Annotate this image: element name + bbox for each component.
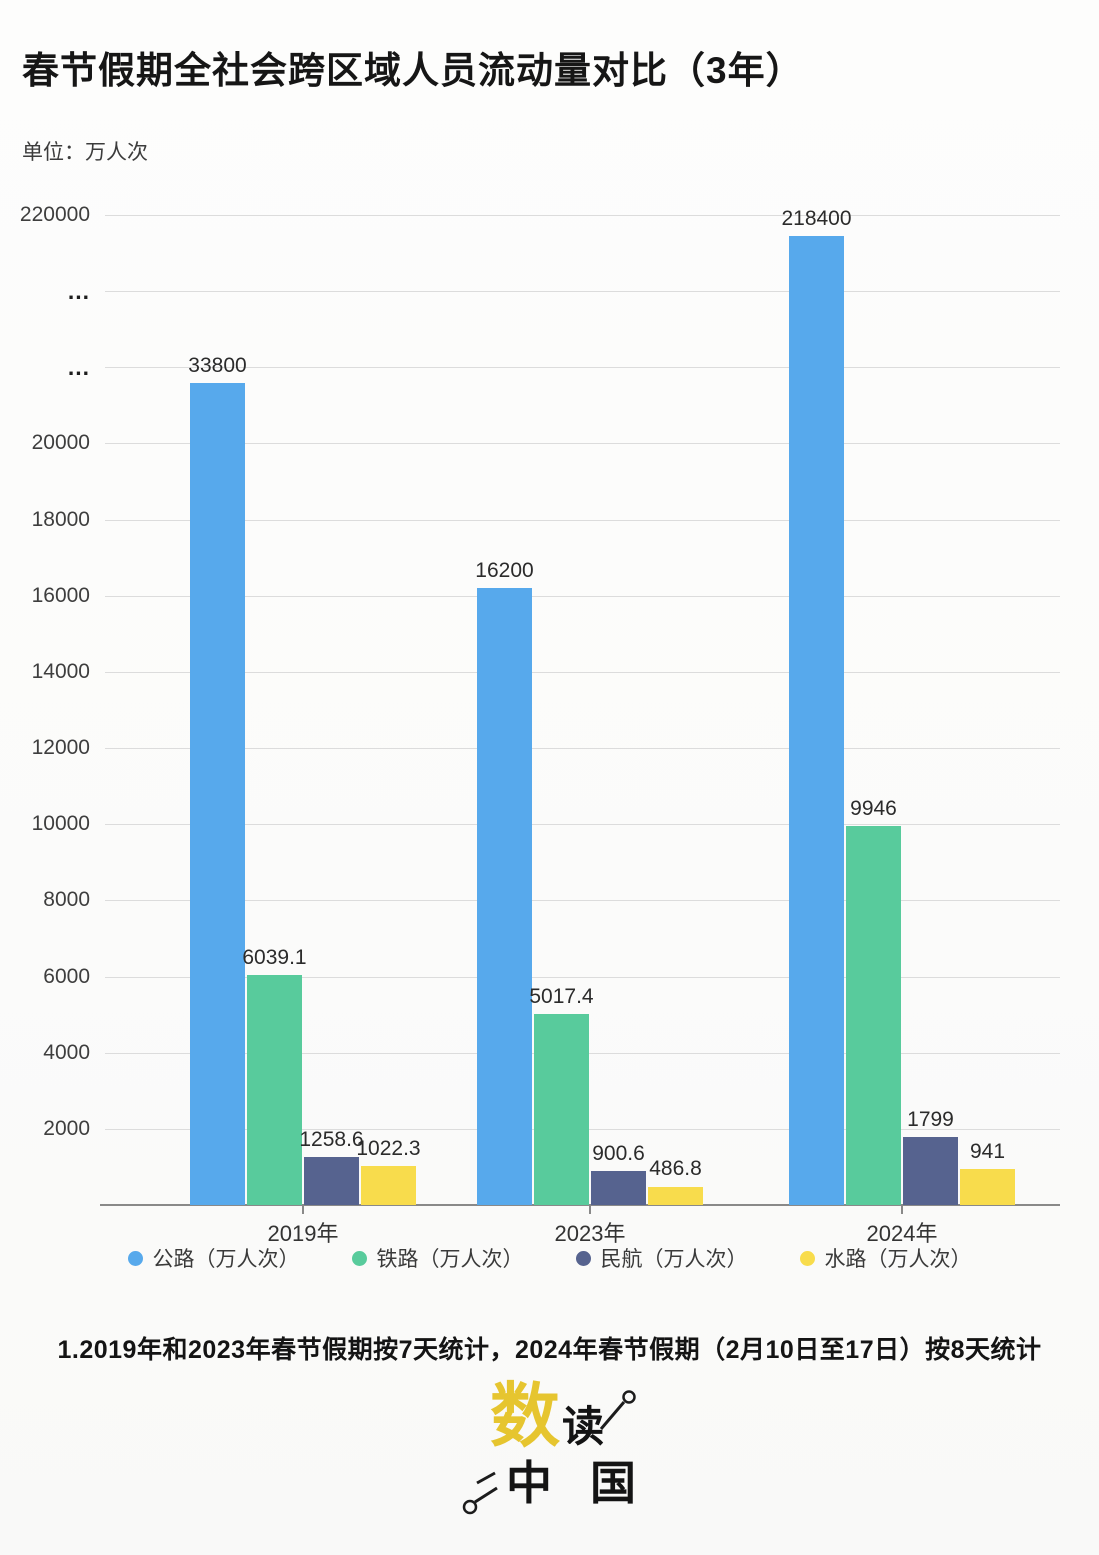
legend-item-waterway: 水路（万人次）: [799, 1243, 972, 1273]
bar-value-label: 1799: [907, 1107, 954, 1131]
legend-item-aviation: 民航（万人次）: [575, 1243, 748, 1273]
bar-value-label: 218400: [781, 207, 852, 231]
y-axis-label: 2000: [43, 1116, 90, 1140]
gridline: [105, 900, 1060, 902]
logo-char-shu: 数: [490, 1374, 560, 1457]
bar-value-label: 486.8: [649, 1157, 702, 1181]
bar-highway-2024年: [789, 236, 844, 1205]
legend-dot-icon: [351, 1250, 367, 1266]
bar-highway-2019年: [190, 382, 245, 1205]
logo-char-zhongguo: 中国: [506, 1456, 674, 1510]
bar-value-label: 6039.1: [242, 946, 307, 970]
legend-label: 铁路（万人次）: [376, 1248, 524, 1271]
bar-value-label: 16200: [475, 559, 534, 583]
y-axis-label: 20000: [31, 431, 90, 455]
bar-value-label: 33800: [188, 353, 247, 377]
gridline: [105, 824, 1060, 826]
bar-aviation-2024年: [903, 1136, 958, 1205]
bar-waterway-2024年: [960, 1169, 1015, 1205]
page-title: 春节假期全社会跨区域人员流动量对比（3年）: [22, 50, 804, 91]
legend-item-railway: 铁路（万人次）: [351, 1243, 524, 1273]
bar-aviation-2023年: [591, 1170, 646, 1205]
bar-value-label: 900.6: [592, 1141, 645, 1165]
x-axis-tick: [589, 1205, 591, 1214]
gridline: [105, 595, 1060, 597]
legend: 公路（万人次） 铁路（万人次） 民航（万人次） 水路（万人次）: [0, 1243, 1099, 1273]
y-axis-label: 6000: [43, 964, 90, 988]
bar-aviation-2019年: [304, 1157, 359, 1205]
gridline: [105, 443, 1060, 445]
y-axis-label: ...: [67, 354, 90, 381]
legend-label: 公路（万人次）: [152, 1248, 300, 1271]
x-axis-baseline: [100, 1204, 1060, 1206]
gridline: [105, 291, 1060, 293]
bar-highway-2023年: [477, 588, 532, 1205]
y-axis-label: ...: [67, 278, 90, 305]
gridline: [105, 671, 1060, 673]
bar-railway-2019年: [247, 975, 302, 1205]
y-axis-label: 14000: [31, 659, 90, 683]
x-axis-label-2024年: 2024年: [866, 1221, 938, 1246]
bar-value-label: 1022.3: [356, 1137, 421, 1161]
gridline: [105, 976, 1060, 978]
bar-value-label: 1258.6: [299, 1128, 364, 1152]
legend-dot-icon: [799, 1250, 815, 1266]
y-axis-label: 4000: [43, 1040, 90, 1064]
gridline: [105, 367, 1060, 369]
legend-item-highway: 公路（万人次）: [127, 1243, 300, 1273]
y-axis-label: 12000: [31, 736, 90, 760]
legend-label: 水路（万人次）: [824, 1248, 972, 1271]
y-axis-label: 8000: [43, 888, 90, 912]
bar-waterway-2023年: [648, 1186, 703, 1205]
y-axis-label: 220000: [19, 203, 90, 226]
gridline: [105, 215, 1060, 216]
footnote: 1.2019年和2023年春节假期按7天统计，2024年春节假期（2月10日至1…: [57, 1336, 1042, 1364]
shudu-zhongguo-logo: 数 读 中国: [440, 1381, 660, 1545]
legend-dot-icon: [127, 1250, 143, 1266]
gridline: [105, 748, 1060, 750]
bar-value-label: 941: [969, 1140, 1006, 1164]
x-axis-label-2019年: 2019年: [267, 1221, 339, 1246]
bar-value-label: 9946: [850, 797, 897, 821]
x-axis-tick: [302, 1205, 304, 1214]
x-axis-tick: [901, 1205, 903, 1214]
logo-char-du: 读: [562, 1402, 605, 1451]
y-axis-label: 10000: [31, 812, 90, 836]
legend-label: 民航（万人次）: [600, 1248, 748, 1271]
bar-railway-2023年: [534, 1014, 589, 1205]
y-axis-label: 18000: [31, 507, 90, 531]
bar-waterway-2019年: [361, 1166, 416, 1205]
unit-label: 单位：万人次: [22, 141, 148, 164]
plot-area: 220000...... 20000 18000 16000 14000 12000 100…: [20, 203, 1060, 1246]
x-axis-label-2023年: 2023年: [554, 1221, 626, 1246]
bar-railway-2024年: [846, 826, 901, 1205]
y-axis-label: 16000: [31, 583, 90, 607]
logo-pin-icon: [462, 1390, 636, 1515]
legend-dot-icon: [575, 1250, 591, 1266]
gridline: [105, 519, 1060, 521]
bar-value-label: 5017.4: [529, 984, 594, 1008]
